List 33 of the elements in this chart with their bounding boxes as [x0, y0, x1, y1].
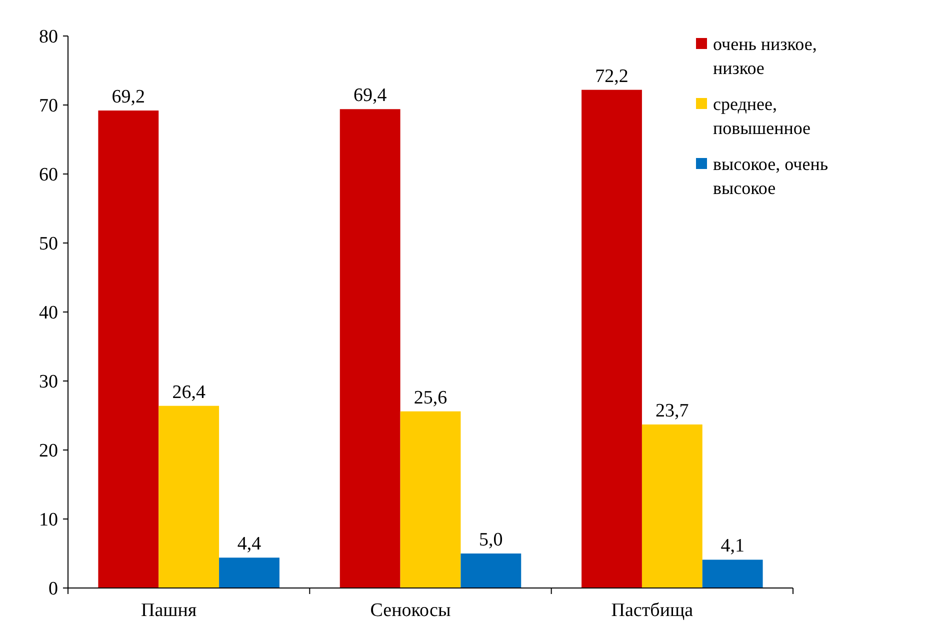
- data-label: 69,4: [353, 85, 388, 106]
- data-label: 25,6: [414, 387, 448, 408]
- y-tick-label: 50: [39, 234, 58, 255]
- legend-label: высокое, очень высокое: [713, 154, 828, 198]
- x-tick-label: Сенокосы: [370, 600, 451, 621]
- y-tick-label: 20: [39, 440, 58, 462]
- y-tick-label: 30: [39, 372, 58, 393]
- legend-label: среднее, повышенное: [713, 94, 811, 138]
- data-label: 23,7: [656, 400, 689, 422]
- y-tick-label: 0: [48, 578, 58, 600]
- bar: [400, 411, 461, 588]
- y-tick-label: 60: [39, 164, 58, 186]
- data-label: 69,2: [112, 86, 146, 108]
- bar: [158, 406, 220, 588]
- data-label: 5,0: [479, 530, 503, 550]
- data-label: 26,4: [172, 382, 206, 403]
- bar: [460, 554, 522, 588]
- x-tick-label: Пашня: [140, 600, 197, 621]
- y-tick-label: 80: [39, 26, 58, 48]
- legend-label: очень низкое, низкое: [713, 34, 817, 78]
- y-tick-label: 40: [39, 302, 58, 324]
- bar: [642, 424, 702, 588]
- bar: [582, 90, 642, 588]
- y-tick-label: 70: [39, 96, 58, 117]
- bar: [219, 558, 280, 588]
- y-tick-label: 10: [39, 510, 58, 531]
- bar: [340, 109, 400, 588]
- x-tick-label: Пастбища: [611, 600, 694, 621]
- data-label: 4,1: [720, 536, 744, 557]
- bar: [98, 110, 159, 588]
- data-label: 4,4: [237, 534, 262, 555]
- bar: [702, 560, 763, 588]
- data-label: 72,2: [595, 66, 628, 87]
